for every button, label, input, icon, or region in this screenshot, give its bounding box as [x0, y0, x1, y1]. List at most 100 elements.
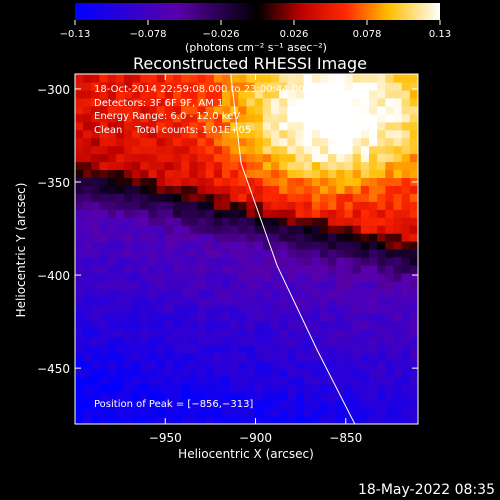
heatmap-cell	[360, 368, 370, 377]
heatmap-cell	[279, 201, 288, 210]
heatmap-cell	[164, 201, 174, 210]
heatmap-cell	[320, 74, 329, 83]
heatmap-cell	[377, 296, 386, 306]
heatmap-cell	[99, 161, 109, 171]
heatmap-cell	[181, 384, 190, 393]
heatmap-cell	[271, 169, 280, 178]
heatmap-cell	[254, 177, 264, 186]
heatmap-cell	[91, 344, 101, 353]
heatmap-cell	[320, 153, 329, 163]
heatmap-cell	[303, 304, 313, 314]
heatmap-cell	[336, 249, 346, 258]
heatmap-cell	[91, 249, 101, 258]
heatmap-cell	[75, 241, 84, 250]
heatmap-cell	[287, 296, 297, 306]
heatmap-cell	[189, 400, 199, 409]
heatmap-cell	[393, 320, 403, 330]
heatmap-cell	[385, 217, 395, 226]
heatmap-cell	[164, 400, 174, 409]
heatmap-cell	[238, 97, 248, 107]
heatmap-cell	[91, 256, 101, 266]
heatmap-cell	[132, 344, 141, 353]
heatmap-cell	[115, 352, 125, 361]
heatmap-cell	[271, 352, 280, 361]
heatmap-cell	[409, 113, 418, 123]
heatmap-cell	[107, 74, 117, 83]
heatmap-cell	[320, 296, 329, 306]
heatmap-cell	[409, 169, 418, 178]
heatmap-cell	[173, 280, 182, 290]
heatmap-cell	[246, 74, 256, 83]
heatmap-cell	[91, 336, 101, 346]
heatmap-cell	[83, 193, 92, 202]
heatmap-cell	[328, 169, 337, 178]
heatmap-cell	[164, 209, 174, 218]
heatmap-cell	[156, 344, 166, 353]
heatmap-cell	[83, 360, 92, 369]
heatmap-cell	[205, 320, 215, 330]
heatmap-cell	[360, 201, 370, 210]
heatmap-cell	[238, 185, 248, 194]
heatmap-cell	[205, 233, 215, 242]
heatmap-cell	[401, 241, 411, 250]
heatmap-cell	[205, 89, 215, 99]
heatmap-cell	[148, 312, 158, 322]
heatmap-cell	[222, 177, 231, 186]
heatmap-cell	[222, 400, 231, 409]
heatmap-cell	[320, 89, 329, 99]
heatmap-cell	[254, 193, 264, 202]
heatmap-cell	[360, 352, 370, 361]
heatmap-cell	[156, 320, 166, 330]
heatmap-cell	[222, 193, 231, 202]
heatmap-cell	[238, 256, 248, 266]
heatmap-cell	[213, 153, 223, 163]
heatmap-cell	[303, 408, 313, 417]
heatmap-cell	[83, 121, 92, 131]
heatmap-cell	[328, 89, 337, 99]
heatmap-cell	[75, 161, 84, 171]
heatmap-cell	[107, 320, 117, 330]
heatmap-cell	[83, 233, 92, 242]
heatmap-cell	[164, 328, 174, 338]
heatmap-cell	[197, 185, 207, 194]
heatmap-cell	[303, 360, 313, 369]
heatmap-cell	[83, 264, 92, 274]
heatmap-cell	[360, 209, 370, 218]
heatmap-cell	[75, 74, 84, 83]
heatmap-cell	[279, 392, 288, 401]
heatmap-cell	[148, 81, 158, 91]
heatmap-cell	[124, 145, 133, 155]
heatmap-cell	[409, 201, 418, 210]
heatmap-cell	[328, 97, 337, 107]
heatmap-cell	[164, 256, 174, 266]
heatmap-cell	[230, 392, 239, 401]
heatmap-cell	[287, 177, 297, 186]
heatmap-cell	[401, 328, 411, 338]
heatmap-cell	[287, 264, 297, 274]
heatmap-cell	[295, 161, 305, 171]
heatmap-cell	[320, 225, 329, 234]
heatmap-cell	[230, 97, 239, 107]
heatmap-cell	[197, 129, 207, 139]
heatmap-cell	[107, 376, 117, 385]
heatmap-cell	[230, 360, 239, 369]
heatmap-cell	[75, 416, 84, 424]
heatmap-cell	[238, 296, 248, 306]
heatmap-cell	[91, 74, 101, 83]
heatmap-cell	[352, 336, 362, 346]
heatmap-cell	[99, 384, 109, 393]
heatmap-cell	[140, 177, 150, 186]
heatmap-cell	[279, 272, 288, 282]
heatmap-cell	[262, 74, 272, 83]
heatmap-cell	[295, 177, 305, 186]
heatmap-cell	[262, 288, 272, 298]
heatmap-cell	[287, 272, 297, 282]
heatmap-cell	[369, 161, 378, 171]
heatmap-cell	[91, 280, 101, 290]
heatmap-cell	[385, 384, 395, 393]
heatmap-cell	[140, 312, 150, 322]
heatmap-cell	[254, 344, 264, 353]
heatmap-cell	[222, 408, 231, 417]
heatmap-cell	[164, 74, 174, 83]
heatmap-cell	[173, 81, 182, 91]
